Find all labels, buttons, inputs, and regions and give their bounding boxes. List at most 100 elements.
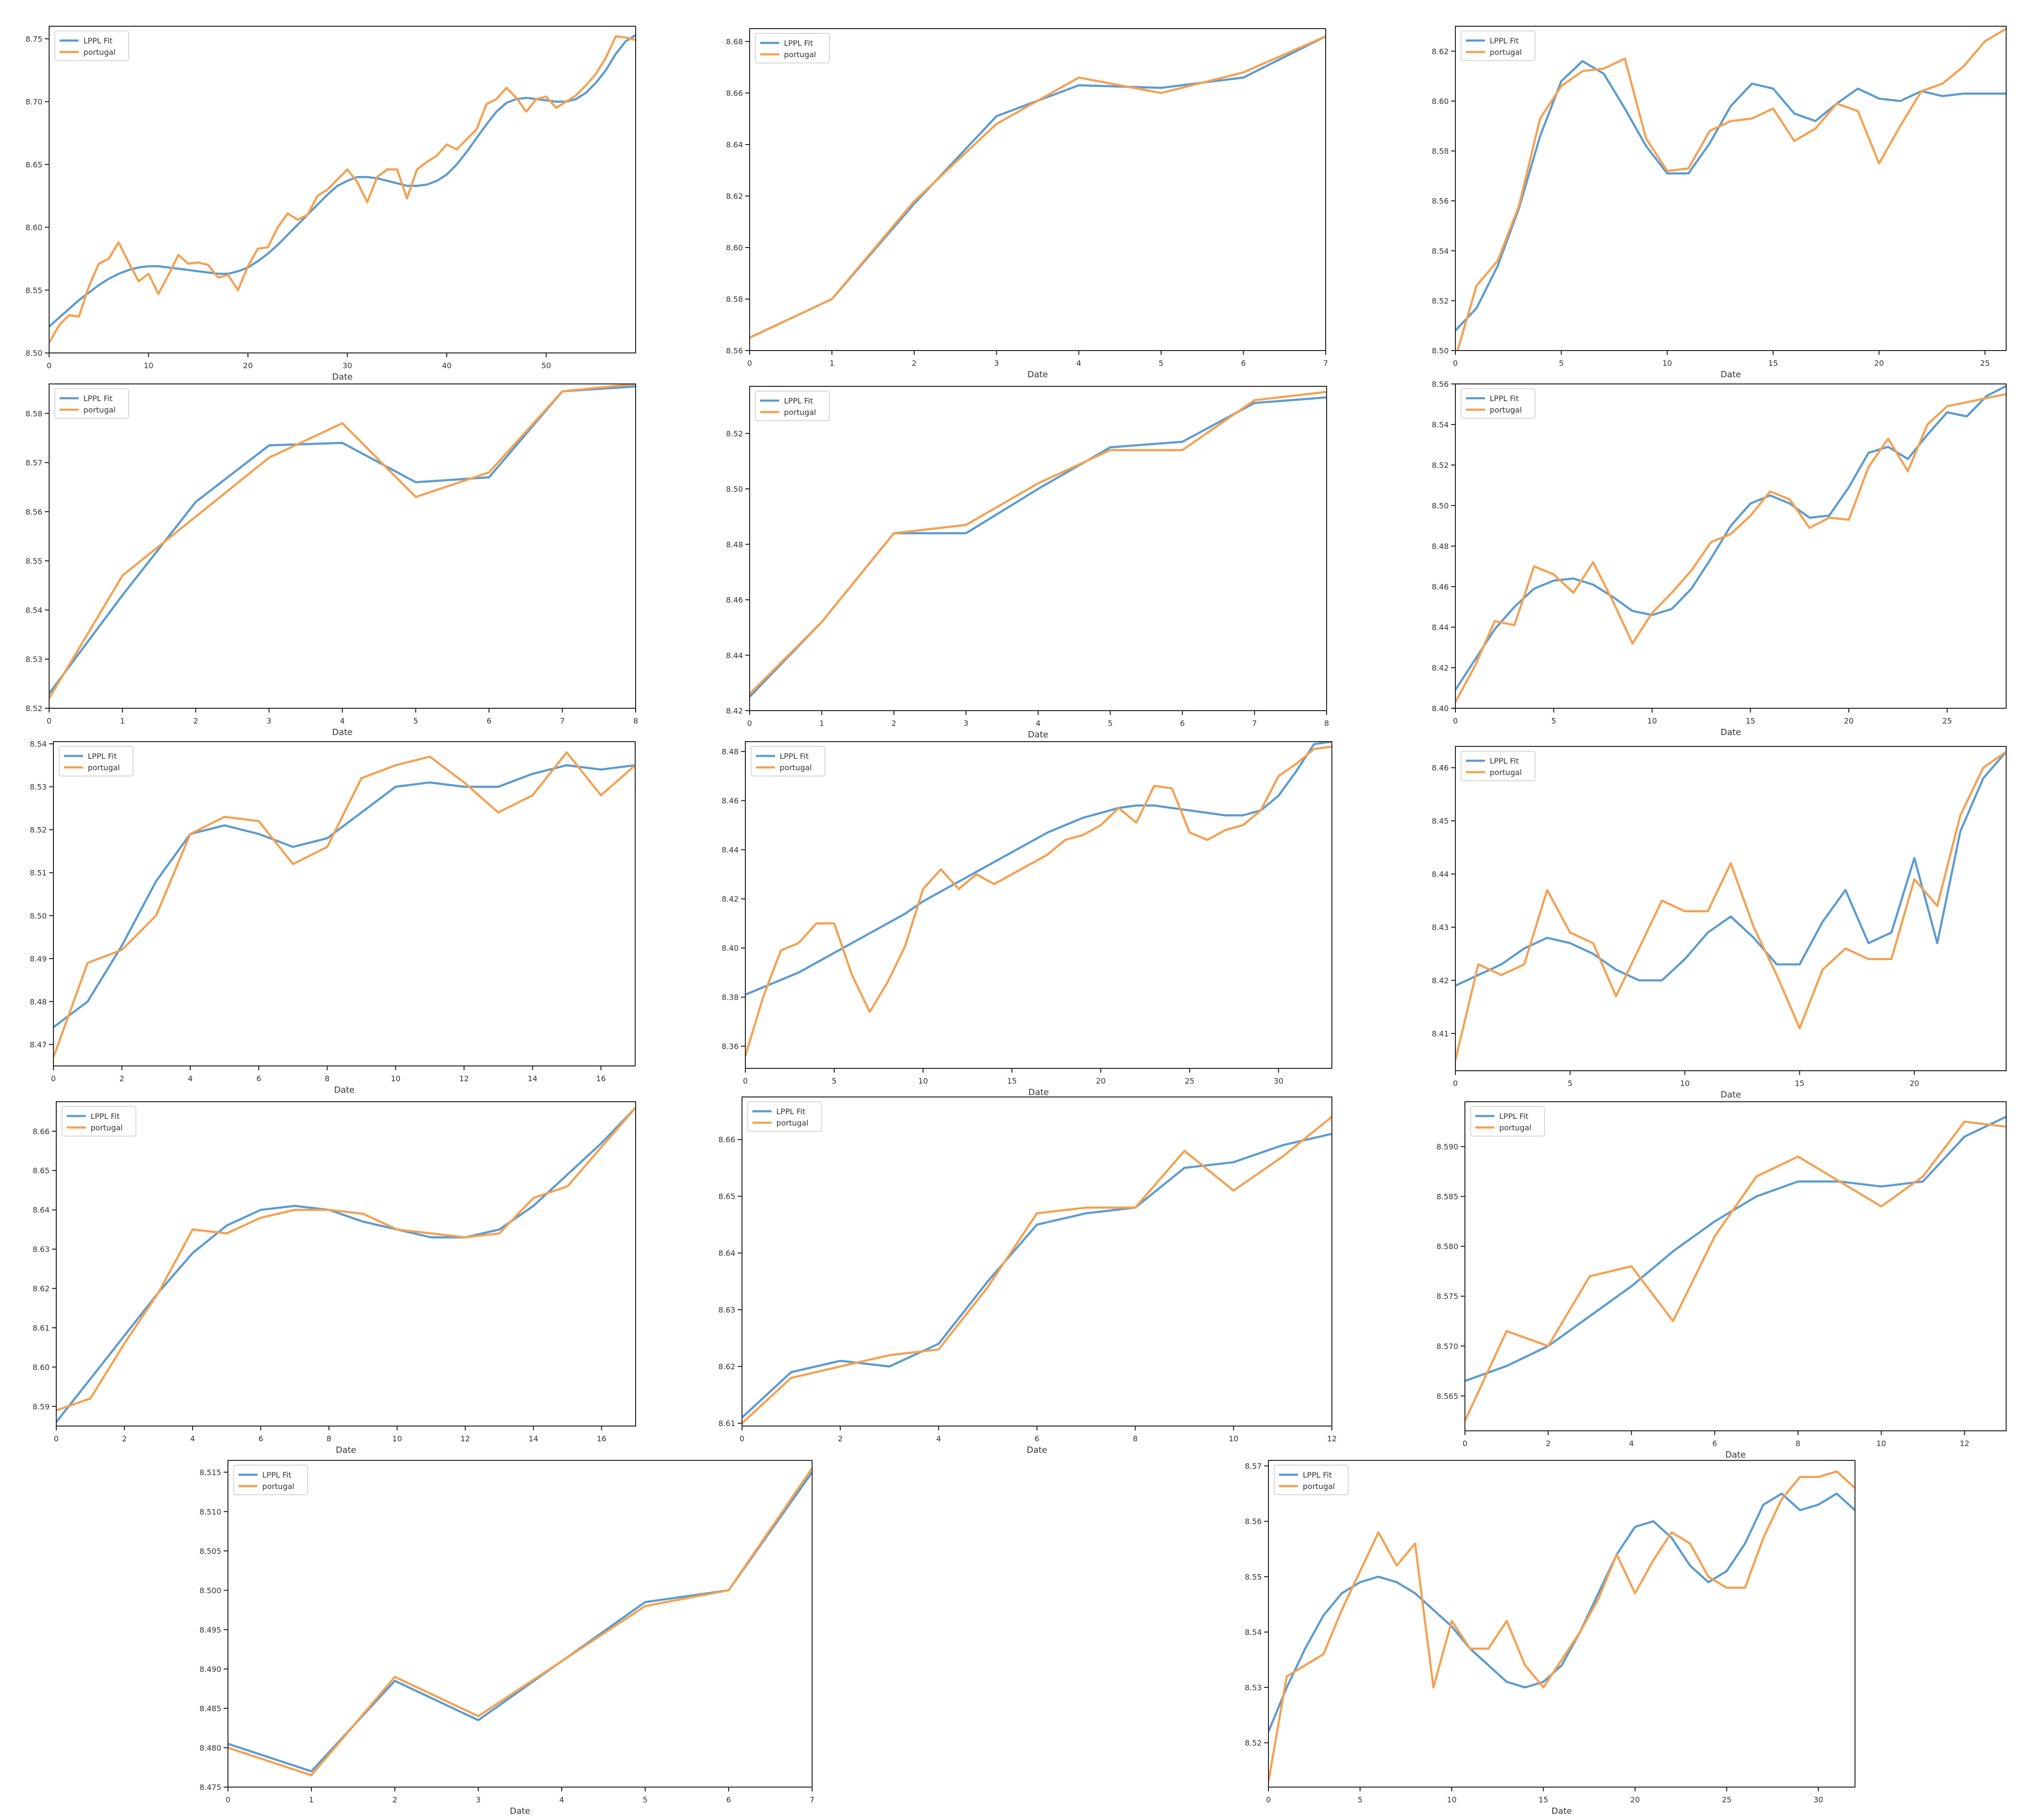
x-tick-label: 4	[936, 1434, 941, 1443]
series-line-lppl-fit	[745, 742, 1332, 996]
series-line-lppl-fit	[53, 764, 635, 1028]
y-tick-label: 8.515	[199, 1468, 221, 1477]
x-tick-label: 1	[819, 719, 824, 728]
chart-4: 0 1 2 3 4 5 6 7 8 8.52 8.53 8.54 8.55 8.56 8.57 8.58 Dat…	[25, 383, 638, 737]
x-tick-label: 2	[392, 1795, 397, 1804]
legend-entry: portugal	[1303, 1482, 1335, 1491]
y-tick-label: 8.50	[25, 349, 42, 358]
chart-1: 0 10 20 30 40 50 8.50 8.55 8.60 8.65 8.70 8.75 Date L…	[25, 26, 636, 382]
y-tick-label: 8.42	[726, 706, 743, 715]
y-tick-label: 8.65	[25, 160, 42, 169]
series-line-portugal	[1268, 1470, 1855, 1782]
y-tick-label: 8.62	[32, 1284, 50, 1293]
x-tick-label: 25	[1942, 716, 1952, 725]
x-tick-label: 10	[918, 1076, 928, 1086]
y-tick-label: 8.40	[721, 944, 739, 953]
legend-box	[755, 391, 830, 421]
y-tick-label: 8.55	[25, 286, 42, 295]
plot-frame	[227, 1460, 813, 1788]
series-line-portugal	[56, 1106, 636, 1412]
x-tick-label: 12	[459, 1074, 469, 1083]
x-tick-label: 10	[391, 1074, 400, 1083]
y-tick-label: 8.48	[721, 747, 739, 756]
x-tick-label: 0	[226, 1795, 230, 1804]
y-tick-label: 8.55	[25, 557, 42, 566]
x-tick-label: 8	[1324, 719, 1329, 728]
legend-entry: LPPL Fit	[91, 1112, 120, 1121]
series-line-portugal	[1456, 28, 2006, 351]
x-tick-label: 12	[460, 1434, 470, 1443]
series-line-portugal	[750, 391, 1327, 695]
x-tick-label: 30	[1274, 1076, 1283, 1086]
y-tick-label: 8.52	[726, 429, 743, 438]
x-tick-label: 16	[596, 1074, 606, 1083]
x-tick-label: 6	[486, 716, 491, 725]
plot-frame	[49, 26, 636, 353]
chart-6: 0 5 10 15 20 25 8.40 8.42 8.44 8.46 8.48 8.50 8.52 8.…	[1432, 380, 2007, 737]
y-tick-label: 8.52	[1245, 1738, 1262, 1748]
x-tick-label: 25	[1980, 359, 1989, 368]
y-tick-label: 8.52	[25, 704, 42, 713]
y-tick-label: 8.44	[721, 846, 739, 855]
y-tick-label: 8.38	[721, 993, 739, 1002]
y-tick-label: 8.48	[30, 997, 47, 1006]
x-tick-label: 5	[1568, 1079, 1573, 1088]
legend-entry: LPPL Fit	[262, 1470, 291, 1479]
x-axis-label: Date	[1721, 370, 1741, 380]
legend-entry: portugal	[1490, 48, 1522, 57]
legend: LPPL Fit portugal	[54, 388, 129, 419]
plot-frame	[1455, 746, 2007, 1071]
y-tick-label: 8.75	[25, 34, 42, 43]
x-tick-label: 4	[340, 716, 345, 725]
chart-11: 0 2 4 6 8 10 12 8.61 8.62 8.63 8.64 8.65 8.66 Date LPP…	[718, 1096, 1337, 1455]
y-tick-label: 8.70	[25, 97, 42, 106]
plot-frame	[49, 383, 636, 709]
y-tick-label: 8.64	[726, 140, 743, 149]
series-line-lppl-fit	[228, 1471, 812, 1773]
chart-8: 0 5 10 15 20 25 30 8.36 8.38 8.40 8.42 8.44 8.46 8.48…	[721, 741, 1332, 1097]
x-tick-label: 10	[144, 361, 153, 370]
y-tick-label: 8.58	[25, 409, 42, 418]
x-tick-label: 15	[1795, 1079, 1804, 1088]
x-tick-label: 1	[829, 359, 834, 368]
y-tick-label: 8.59	[32, 1402, 50, 1411]
y-tick-label: 8.54	[1432, 247, 1449, 256]
y-tick-label: 8.63	[718, 1305, 735, 1314]
legend-box	[1461, 388, 1535, 419]
y-tick-label: 8.485	[199, 1704, 221, 1713]
chart-14: 0 5 10 15 20 25 30 8.52 8.53 8.54 8.55 8.56 8.57 Date…	[1245, 1460, 1855, 1816]
x-axis-label: Date	[334, 1085, 354, 1095]
legend: LPPL Fit portugal	[755, 391, 830, 421]
legend: LPPL Fit portugal	[62, 1106, 136, 1137]
x-tick-label: 25	[1722, 1795, 1731, 1804]
series-line-portugal	[1465, 1120, 2006, 1422]
x-tick-label: 0	[1463, 1439, 1467, 1448]
x-tick-label: 5	[1159, 359, 1164, 368]
x-tick-label: 0	[1453, 1079, 1458, 1088]
legend-entry: portugal	[88, 763, 120, 772]
legend-entry: LPPL Fit	[1490, 36, 1519, 45]
y-tick-label: 8.56	[1245, 1517, 1262, 1526]
legend-entry: portugal	[1499, 1123, 1531, 1132]
y-tick-label: 8.56	[726, 346, 743, 355]
y-tick-label: 8.53	[30, 783, 47, 792]
y-tick-label: 8.44	[726, 651, 743, 660]
x-tick-label: 12	[1960, 1439, 1969, 1448]
y-tick-label: 8.475	[199, 1783, 221, 1792]
x-axis-label: Date	[332, 372, 352, 382]
y-tick-label: 8.61	[718, 1419, 735, 1428]
x-tick-label: 4	[559, 1795, 564, 1804]
y-tick-label: 8.46	[1432, 764, 1449, 773]
x-tick-label: 7	[810, 1795, 814, 1804]
y-tick-label: 8.58	[1432, 147, 1449, 156]
series-line-portugal	[53, 751, 635, 1058]
series-line-portugal	[750, 35, 1326, 339]
y-tick-label: 8.40	[1432, 704, 1449, 713]
x-tick-label: 20	[1630, 1795, 1640, 1804]
y-tick-label: 8.54	[1245, 1628, 1262, 1637]
legend: LPPL Fit portugal	[59, 746, 134, 776]
x-axis-label: Date	[336, 1445, 356, 1455]
x-tick-label: 0	[54, 1434, 59, 1443]
plot-frame	[742, 1096, 1332, 1427]
legend-entry: LPPL Fit	[83, 36, 113, 45]
